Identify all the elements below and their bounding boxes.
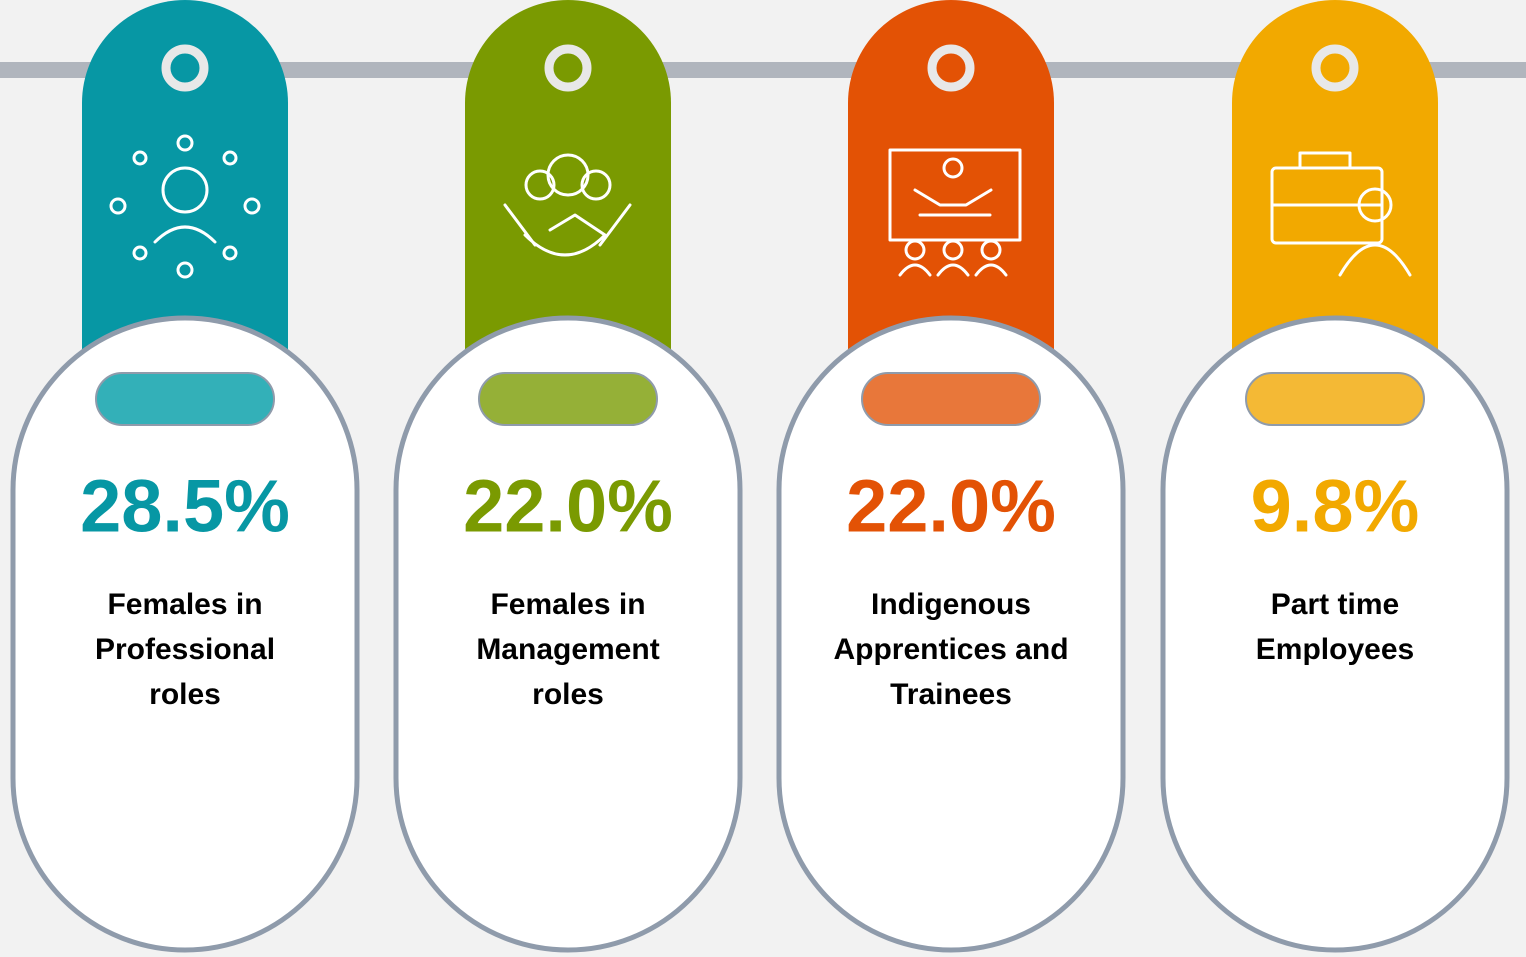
icon-people-network bbox=[109, 134, 261, 279]
icon-presentation bbox=[888, 148, 1022, 277]
pill bbox=[1245, 372, 1425, 426]
tag-tab bbox=[848, 0, 1054, 350]
stat-label: roles bbox=[532, 678, 604, 711]
pill bbox=[478, 372, 658, 426]
icon-handshake bbox=[503, 153, 632, 257]
stat-label: Part time bbox=[1271, 588, 1399, 621]
tag-tab bbox=[465, 0, 671, 350]
tag-tab bbox=[1232, 0, 1438, 350]
tag-hole bbox=[927, 44, 975, 92]
hanging-bar bbox=[0, 62, 1526, 78]
tag-hole bbox=[161, 44, 209, 92]
pill bbox=[861, 372, 1041, 426]
stat-label: Apprentices and bbox=[833, 633, 1068, 666]
cards: 28.5% Females in Professional roles 22.0% Fem… bbox=[10, 0, 1510, 953]
tag-tab bbox=[82, 0, 288, 350]
stat-label: Professional bbox=[95, 633, 275, 666]
card bbox=[10, 315, 360, 953]
stat-label: Females in bbox=[107, 588, 262, 621]
stat-label: Trainees bbox=[890, 678, 1012, 711]
stat-value: 9.8% bbox=[1251, 465, 1420, 548]
card bbox=[1160, 315, 1510, 953]
stat-value: 22.0% bbox=[846, 465, 1056, 548]
pill bbox=[95, 372, 275, 426]
card bbox=[776, 315, 1126, 953]
stat-label: Management bbox=[476, 633, 659, 666]
stat-value: 22.0% bbox=[463, 465, 673, 548]
stat-value: 28.5% bbox=[80, 465, 290, 548]
stat-label: Females in bbox=[490, 588, 645, 621]
card bbox=[393, 315, 743, 953]
tag-hole bbox=[544, 44, 592, 92]
stat-label: Indigenous bbox=[871, 588, 1031, 621]
tag-hole bbox=[1311, 44, 1359, 92]
stat-label: roles bbox=[149, 678, 221, 711]
stat-label: Employees bbox=[1256, 633, 1414, 666]
icon-briefcase-person bbox=[1270, 151, 1412, 277]
